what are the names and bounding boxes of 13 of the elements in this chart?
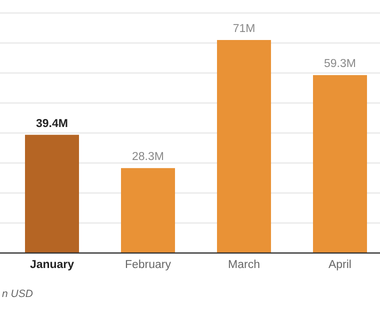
data-label: 28.3M xyxy=(132,151,164,164)
bar xyxy=(313,75,367,253)
data-label: 39.4M xyxy=(36,118,68,130)
data-label: 59.3M xyxy=(324,58,356,70)
x-tick-label: February xyxy=(124,259,172,271)
bar xyxy=(121,168,175,253)
x-tick-label: January xyxy=(30,259,75,271)
data-label: 71M xyxy=(232,23,256,35)
bar xyxy=(25,134,79,253)
bar xyxy=(217,40,271,253)
x-tick-label: April xyxy=(328,259,352,271)
text: n USD xyxy=(2,288,34,300)
x-tick-label: March xyxy=(228,259,260,271)
